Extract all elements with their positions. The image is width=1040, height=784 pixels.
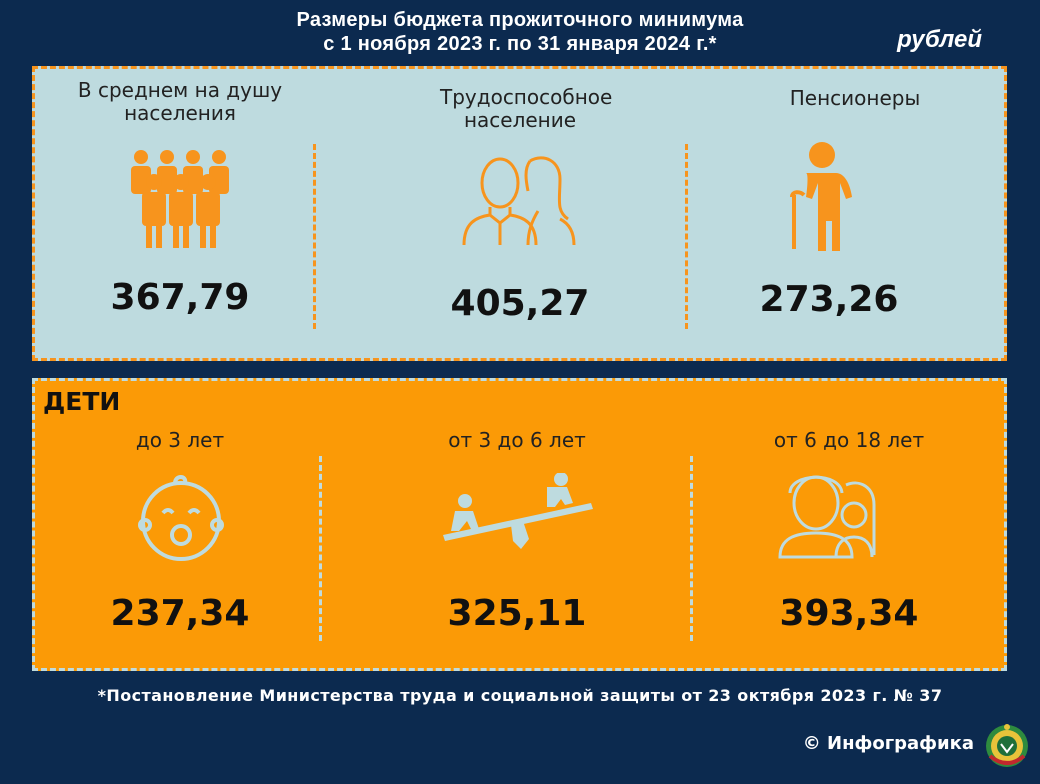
copyright: © Инфографика bbox=[802, 733, 974, 754]
pensioners: Пенсионеры 273,26 bbox=[759, 86, 921, 321]
boy-girl-icon bbox=[778, 475, 876, 559]
children-6-to-18: от 6 до 18 лет 393,34 bbox=[773, 428, 925, 635]
baby-face-icon bbox=[138, 475, 224, 561]
adults-panel: В среднем на душу населения 367,79 Трудо… bbox=[32, 66, 1007, 361]
unit-label: рублей bbox=[897, 26, 982, 53]
people-group-icon bbox=[131, 150, 229, 248]
children-under-3: до 3 лет 237,34 bbox=[110, 428, 250, 635]
emblem-logo bbox=[986, 724, 1028, 767]
divider bbox=[685, 144, 688, 329]
average-per-capita: В среднем на душу населения 367,79 bbox=[77, 78, 283, 319]
divider bbox=[313, 144, 316, 329]
children-heading: ДЕТИ bbox=[43, 387, 121, 416]
divider bbox=[690, 456, 693, 641]
elderly-with-cane-icon bbox=[790, 142, 852, 251]
seesaw-icon bbox=[443, 473, 593, 549]
children-3-to-6: от 3 до 6 лет 325,11 bbox=[357, 381, 677, 668]
footnote: *Постановление Министерства труда и соци… bbox=[97, 686, 943, 705]
divider bbox=[319, 456, 322, 641]
page-title: Размеры бюджета прожиточного минимума с 1… bbox=[296, 9, 744, 55]
working-age: Трудоспособное население 405,27 bbox=[440, 85, 613, 325]
children-panel: ДЕТИ до 3 лет 237,34 от 3 до 6 лет 325,1… bbox=[32, 378, 1007, 671]
man-woman-icon bbox=[462, 156, 576, 246]
